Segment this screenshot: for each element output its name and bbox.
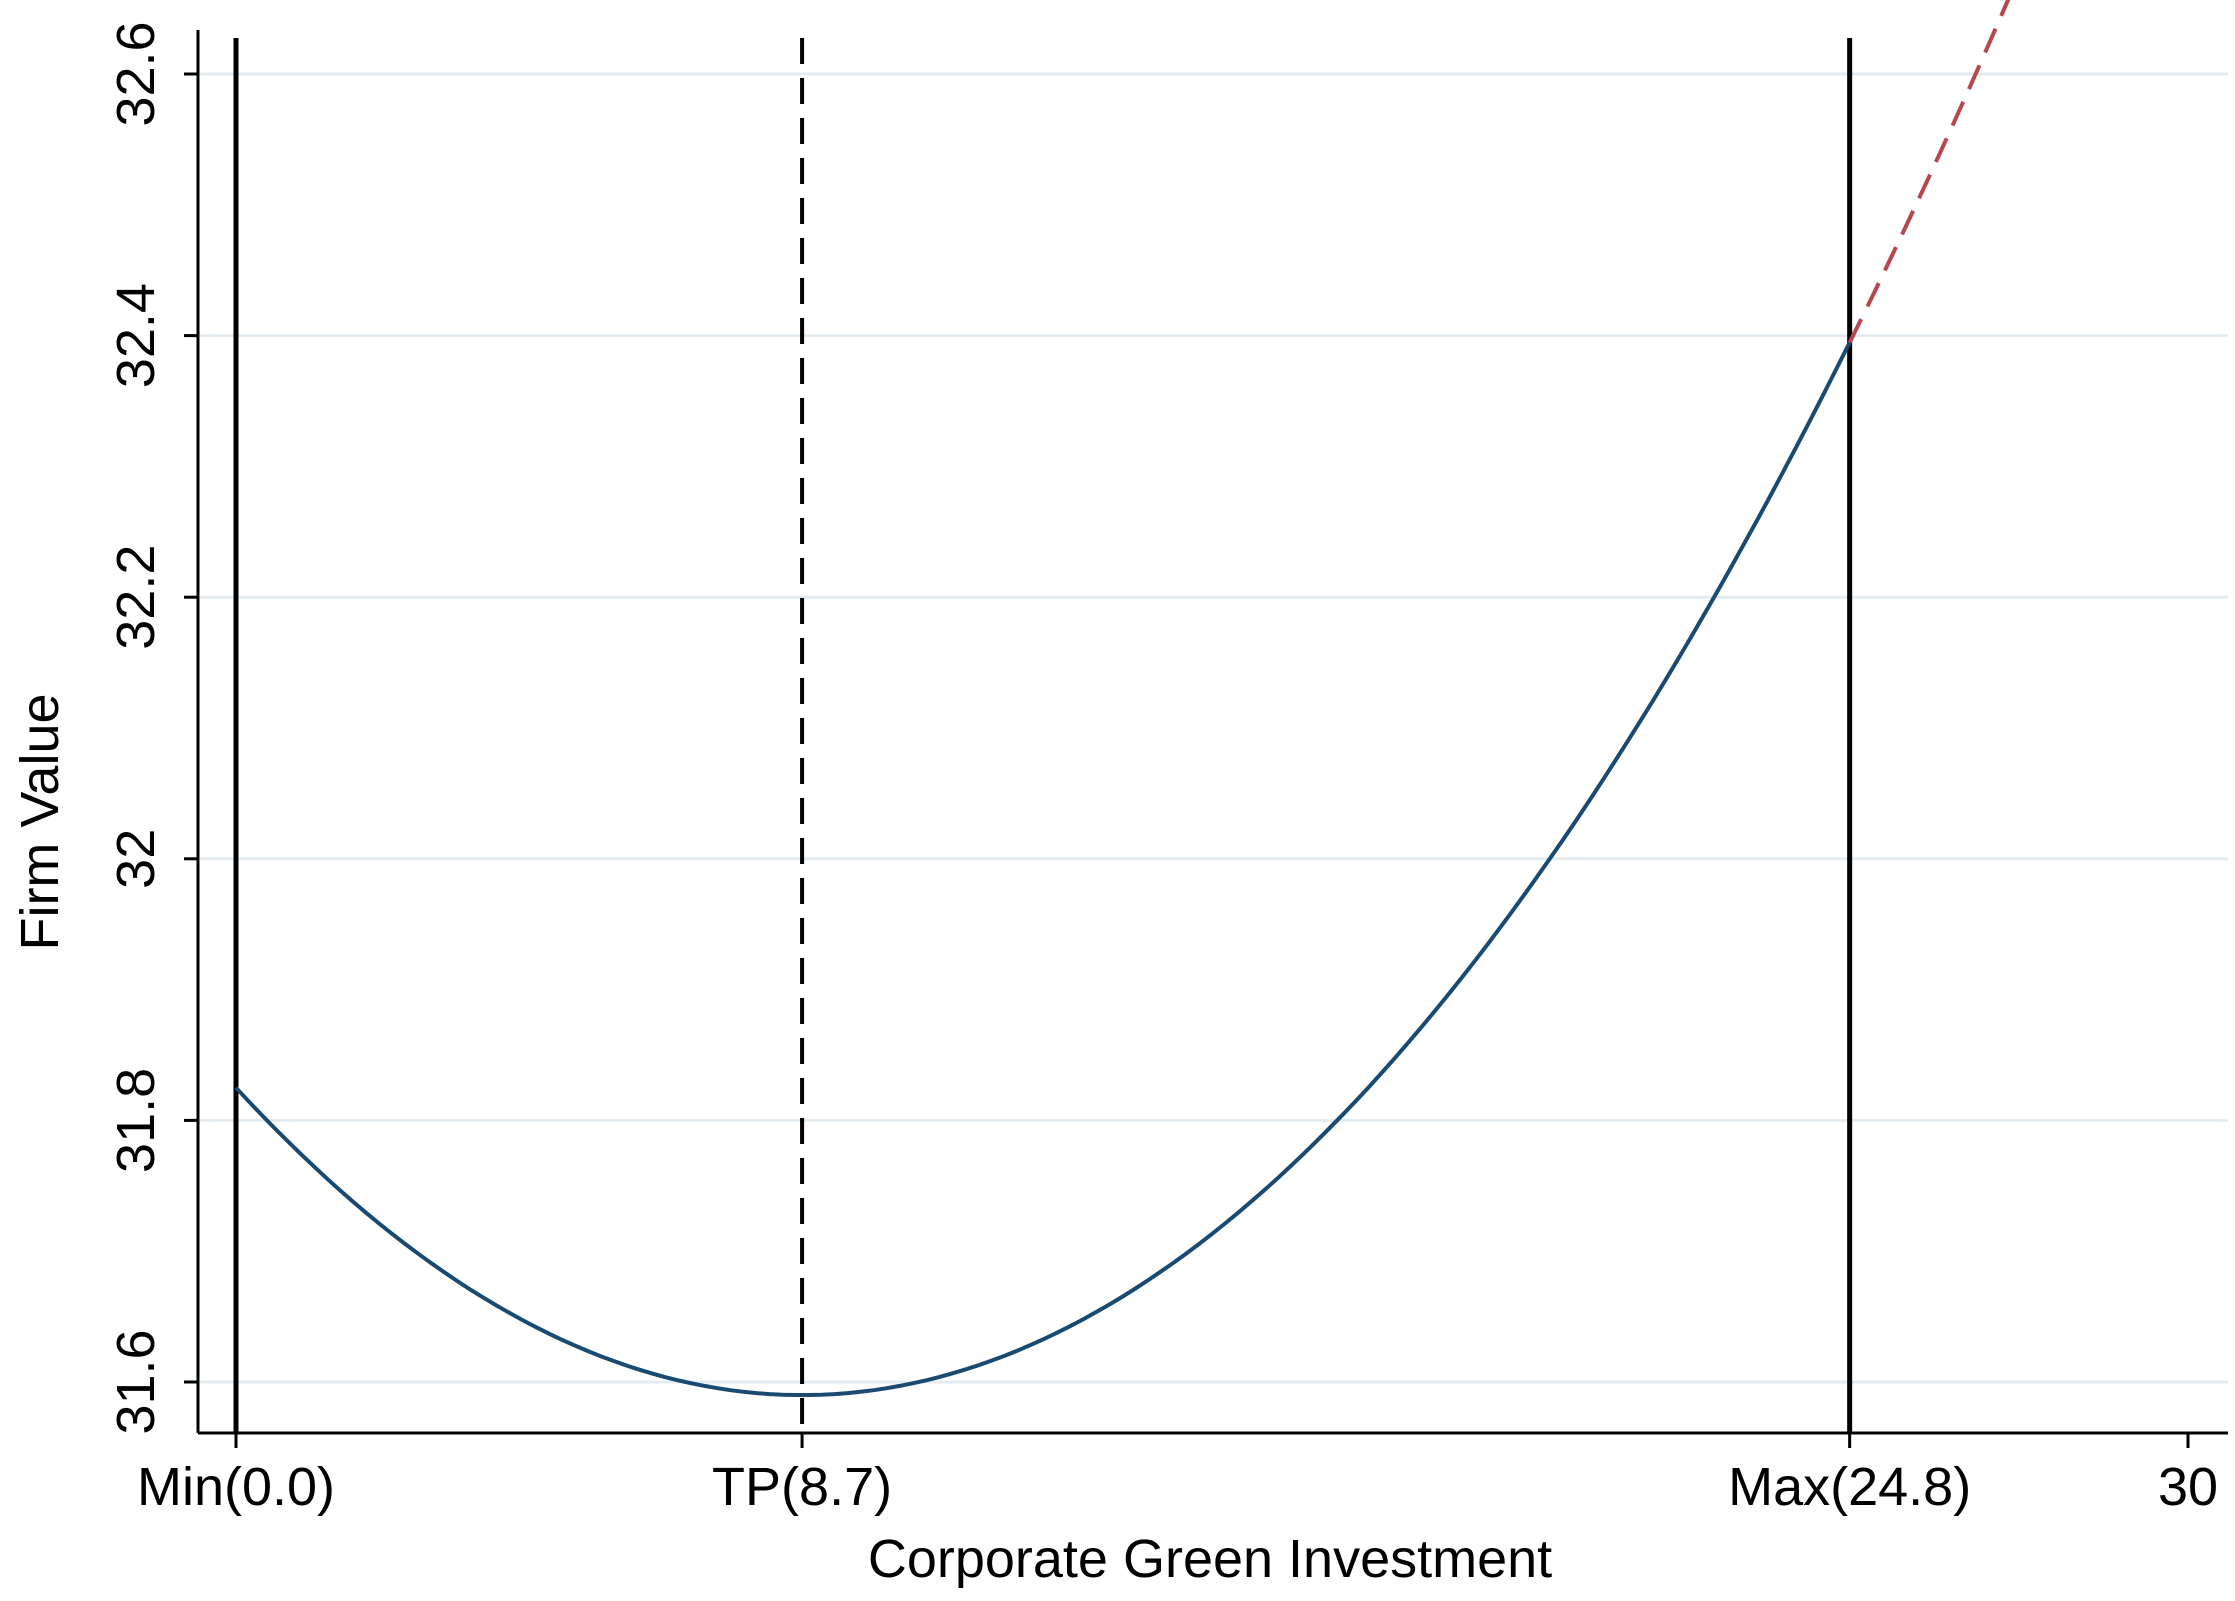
series-lines (234, 0, 2011, 1397)
x-axis-title: Corporate Green Investment (868, 1529, 1552, 1589)
x-tick-label: TP(8.7) (712, 1457, 892, 1517)
y-axis-title: Firm Value (10, 693, 70, 950)
x-tick-label: 30 (2158, 1457, 2218, 1517)
ticks: 31.6 31.8 32 32.2 32.4 32.6 Min(0.0) TP(8.7) Max… (106, 21, 2218, 1517)
x-tick-label: Max(24.8) (1728, 1457, 1971, 1517)
y-tick-label: 32.6 (106, 21, 166, 126)
y-tick-label: 31.6 (106, 1329, 166, 1434)
reference-lines (233, 38, 1853, 1433)
y-tick-label: 31.8 (106, 1068, 166, 1173)
extrapolated-line (1847, 0, 2011, 344)
x-tick-label: Min(0.0) (137, 1457, 335, 1517)
y-tick-label: 32 (106, 829, 166, 889)
y-tick-label: 32.4 (106, 283, 166, 388)
axes (196, 30, 2228, 1435)
fitted-curve (234, 341, 1852, 1397)
y-tick-label: 32.2 (106, 545, 166, 650)
grid-lines (200, 72, 2228, 1384)
